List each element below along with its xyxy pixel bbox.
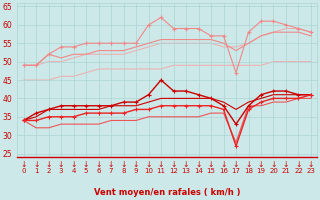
Text: ↓: ↓: [83, 160, 89, 169]
Text: ↓: ↓: [308, 160, 314, 169]
Text: ↓: ↓: [95, 160, 102, 169]
Text: ↓: ↓: [33, 160, 39, 169]
Text: ↓: ↓: [183, 160, 189, 169]
Text: ↓: ↓: [45, 160, 52, 169]
X-axis label: Vent moyen/en rafales ( km/h ): Vent moyen/en rafales ( km/h ): [94, 188, 241, 197]
Text: ↓: ↓: [295, 160, 302, 169]
Text: ↓: ↓: [108, 160, 114, 169]
Text: ↓: ↓: [158, 160, 164, 169]
Text: ↓: ↓: [120, 160, 127, 169]
Text: ↓: ↓: [233, 160, 239, 169]
Text: ↓: ↓: [283, 160, 289, 169]
Text: ↓: ↓: [220, 160, 227, 169]
Text: ↓: ↓: [145, 160, 152, 169]
Text: ↓: ↓: [58, 160, 64, 169]
Text: ↓: ↓: [208, 160, 214, 169]
Text: ↓: ↓: [195, 160, 202, 169]
Text: ↓: ↓: [245, 160, 252, 169]
Text: ↓: ↓: [133, 160, 139, 169]
Text: ↓: ↓: [20, 160, 27, 169]
Text: ↓: ↓: [258, 160, 264, 169]
Text: ↓: ↓: [70, 160, 77, 169]
Text: ↓: ↓: [170, 160, 177, 169]
Text: ↓: ↓: [270, 160, 277, 169]
